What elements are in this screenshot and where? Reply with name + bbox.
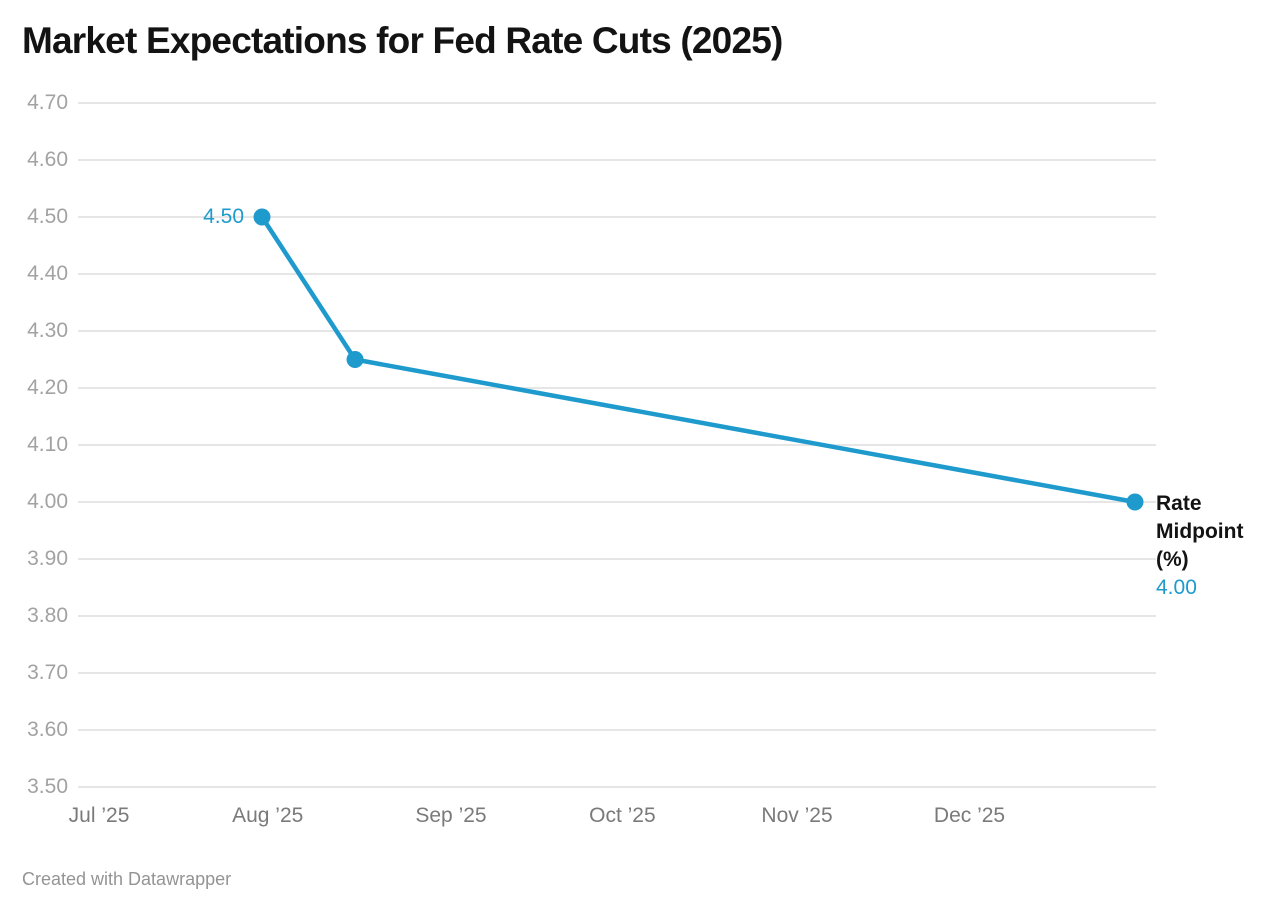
point-value-label: 4.50: [203, 205, 244, 228]
y-tick-label: 4.50: [27, 205, 68, 228]
y-tick-label: 4.20: [27, 376, 68, 399]
y-tick-label: 4.70: [27, 91, 68, 114]
series-end-value: 4.00: [1156, 576, 1197, 599]
y-tick-label: 3.60: [27, 718, 68, 741]
y-tick-label: 4.60: [27, 148, 68, 171]
y-tick-label: 3.90: [27, 547, 68, 570]
x-tick-label: Nov ’25: [761, 804, 833, 827]
data-point[interactable]: [346, 351, 364, 368]
x-tick-label: Jul ’25: [68, 804, 130, 827]
y-tick-label: 3.80: [27, 604, 68, 627]
x-tick-label: Dec ’25: [933, 804, 1006, 827]
data-point[interactable]: [1126, 493, 1144, 511]
x-tick-label: Oct ’25: [589, 804, 656, 827]
data-point[interactable]: [253, 208, 271, 226]
y-tick-label: 4.30: [27, 319, 68, 342]
y-tick-label: 3.50: [27, 775, 68, 798]
chart-title: Market Expectations for Fed Rate Cuts (2…: [22, 20, 783, 61]
credit-line: Created with Datawrapper: [22, 869, 232, 889]
y-tick-label: 3.70: [27, 661, 68, 684]
y-tick-label: 4.00: [27, 490, 68, 513]
y-tick-label: 4.40: [27, 262, 68, 285]
data-line: [259, 214, 1138, 505]
x-tick-label: Aug ’25: [232, 804, 304, 827]
series-end-label: Rate Midpoint (%) 4.00: [1156, 490, 1266, 602]
x-tick-label: Sep ’25: [415, 804, 487, 827]
y-tick-label: 4.10: [27, 433, 68, 456]
series-name-label: Rate Midpoint (%): [1156, 492, 1244, 571]
